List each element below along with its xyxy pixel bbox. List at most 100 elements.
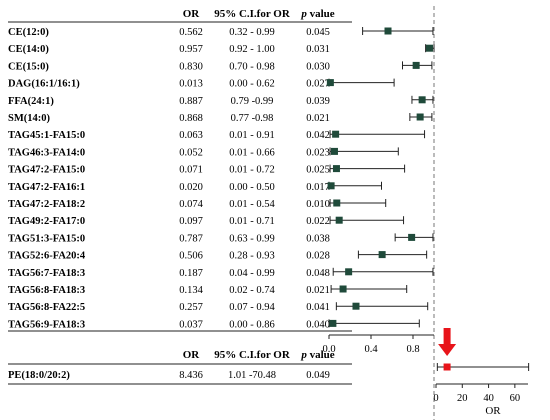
row-or: 0.052 [179,147,203,158]
table-row: DAG(16:1/16:1) 0.013 0.00 - 0.62 0.027 [8,79,330,90]
ci-row [326,78,395,87]
row-label: TAG56:7-FA18:3 [8,268,85,279]
row-ci: 0.01 - 0.66 [229,147,275,158]
x-axis-title: OR [485,405,501,417]
row-label: TAG47:2-FA18:2 [8,199,85,210]
table-row: TAG52:6-FA20:4 0.506 0.28 - 0.93 0.028 [8,251,330,262]
row-label: DAG(16:1/16:1) [8,79,80,90]
ci-row [411,95,434,104]
ci-row [329,147,399,156]
row-or: 0.020 [179,182,203,193]
row-pvalue: 0.021 [306,113,330,124]
row-label: PE(18:0/20:2) [8,370,70,381]
row-or: 0.063 [179,130,203,141]
ci-row [329,199,387,207]
or-marker [326,79,334,87]
table-rows: CE(12:0) 0.562 0.32 - 0.99 0.045 CE(14:0) 0.9… [8,27,330,330]
ci-row [362,27,434,35]
row-or: 0.562 [179,27,203,38]
header-ci: 95% C.I.for OR [214,8,291,20]
table2-rows: PE(18:0/20:2) 8.436 1.01 -70.48 0.049 [8,370,330,381]
ci-row [329,164,406,173]
header-or: OR [183,8,201,20]
row-ci: 0.00 - 0.50 [229,182,275,193]
row-label: CE(15:0) [8,61,49,72]
table-row: TAG47:2-FA15:0 0.071 0.01 - 0.72 0.025 [8,165,330,176]
row-or: 0.187 [179,268,203,279]
row-pvalue: 0.040 [306,319,330,330]
header2-pvalue: p value [300,349,334,361]
header-value: value [307,8,335,20]
row-ci: 0.77 -0.98 [231,113,274,124]
row-ci: 0.00 - 0.62 [229,79,275,90]
or-marker [345,268,353,276]
row-ci: 0.79 -0.99 [231,96,274,107]
row-ci: 0.28 - 0.93 [229,251,275,262]
header2-ci: 95% C.I.for OR [214,349,291,361]
row-ci: 0.32 - 0.99 [229,27,275,38]
x-tick-label: 60 [510,393,521,404]
table-row: SM(14:0) 0.868 0.77 -0.98 0.021 [8,113,330,124]
row-pvalue: 0.039 [306,96,330,107]
row-ci: 0.70 - 0.98 [229,61,275,72]
header-pvalue: p value [300,8,334,20]
or-marker [332,130,340,138]
row-or: 0.868 [179,113,203,124]
row-pvalue: 0.048 [306,268,330,279]
ci-row [335,302,429,311]
row-or: 0.013 [179,79,203,90]
row-ci: 0.00 - 0.86 [229,319,275,330]
table-row: TAG47:2-FA18:2 0.074 0.01 - 0.54 0.010 [8,199,330,210]
row-label: CE(14:0) [8,44,49,55]
or-marker [352,302,360,310]
x-tick-label: 40 [483,393,494,404]
header-p-italic: p [300,8,307,20]
or-marker [339,285,347,293]
row-label: TAG45:1-FA15:0 [8,130,85,141]
row-label: TAG51:3-FA15:0 [8,233,85,244]
row-label: CE(12:0) [8,27,49,38]
ci-row [328,319,420,328]
or-marker [335,216,343,224]
row-label: TAG47:2-FA15:0 [8,165,85,176]
ci-row [425,44,435,53]
table-row: TAG56:8-FA18:3 0.134 0.02 - 0.74 0.021 [8,285,330,296]
row-ci: 0.04 - 0.99 [229,268,275,279]
row-label: TAG46:3-FA14:0 [8,147,85,158]
row-or: 0.787 [179,233,203,244]
ci-row [327,181,382,190]
ci-row [329,130,426,139]
row-pvalue: 0.017 [306,182,330,193]
row-ci: 0.63 - 0.99 [229,233,275,244]
table-row: TAG46:3-FA14:0 0.052 0.01 - 0.66 0.023 [8,147,330,158]
or-marker [416,113,424,121]
row-or: 0.074 [179,199,203,210]
row-or: 0.830 [179,61,203,72]
ci-row [357,250,428,259]
or-marker [333,199,341,207]
row-pvalue: 0.030 [306,61,330,72]
or-marker [327,182,335,190]
header2-value: value [307,349,335,361]
table-row: TAG56:7-FA18:3 0.187 0.04 - 0.99 0.048 [8,268,330,279]
table-row: TAG51:3-FA15:0 0.787 0.63 - 0.99 0.038 [8,233,330,244]
row-pvalue: 0.042 [306,130,330,141]
header2-p-italic: p [300,349,307,361]
row-label: TAG52:6-FA20:4 [8,251,86,262]
or-marker [329,319,337,327]
row-or: 0.506 [179,251,203,262]
or-marker [412,61,420,69]
ci-row [409,113,433,121]
forest-plot-secondary: 0 20 40 60 OR [433,328,530,417]
or-marker [443,363,451,371]
or-marker [332,165,340,173]
row-pvalue: 0.049 [306,370,330,381]
row-or: 0.134 [179,285,203,296]
row-pvalue: 0.041 [306,302,330,313]
or-marker [384,27,392,35]
row-pvalue: 0.028 [306,251,330,262]
row-pvalue: 0.010 [306,199,330,210]
row-pvalue: 0.031 [306,44,330,55]
row-or: 0.097 [179,216,203,227]
